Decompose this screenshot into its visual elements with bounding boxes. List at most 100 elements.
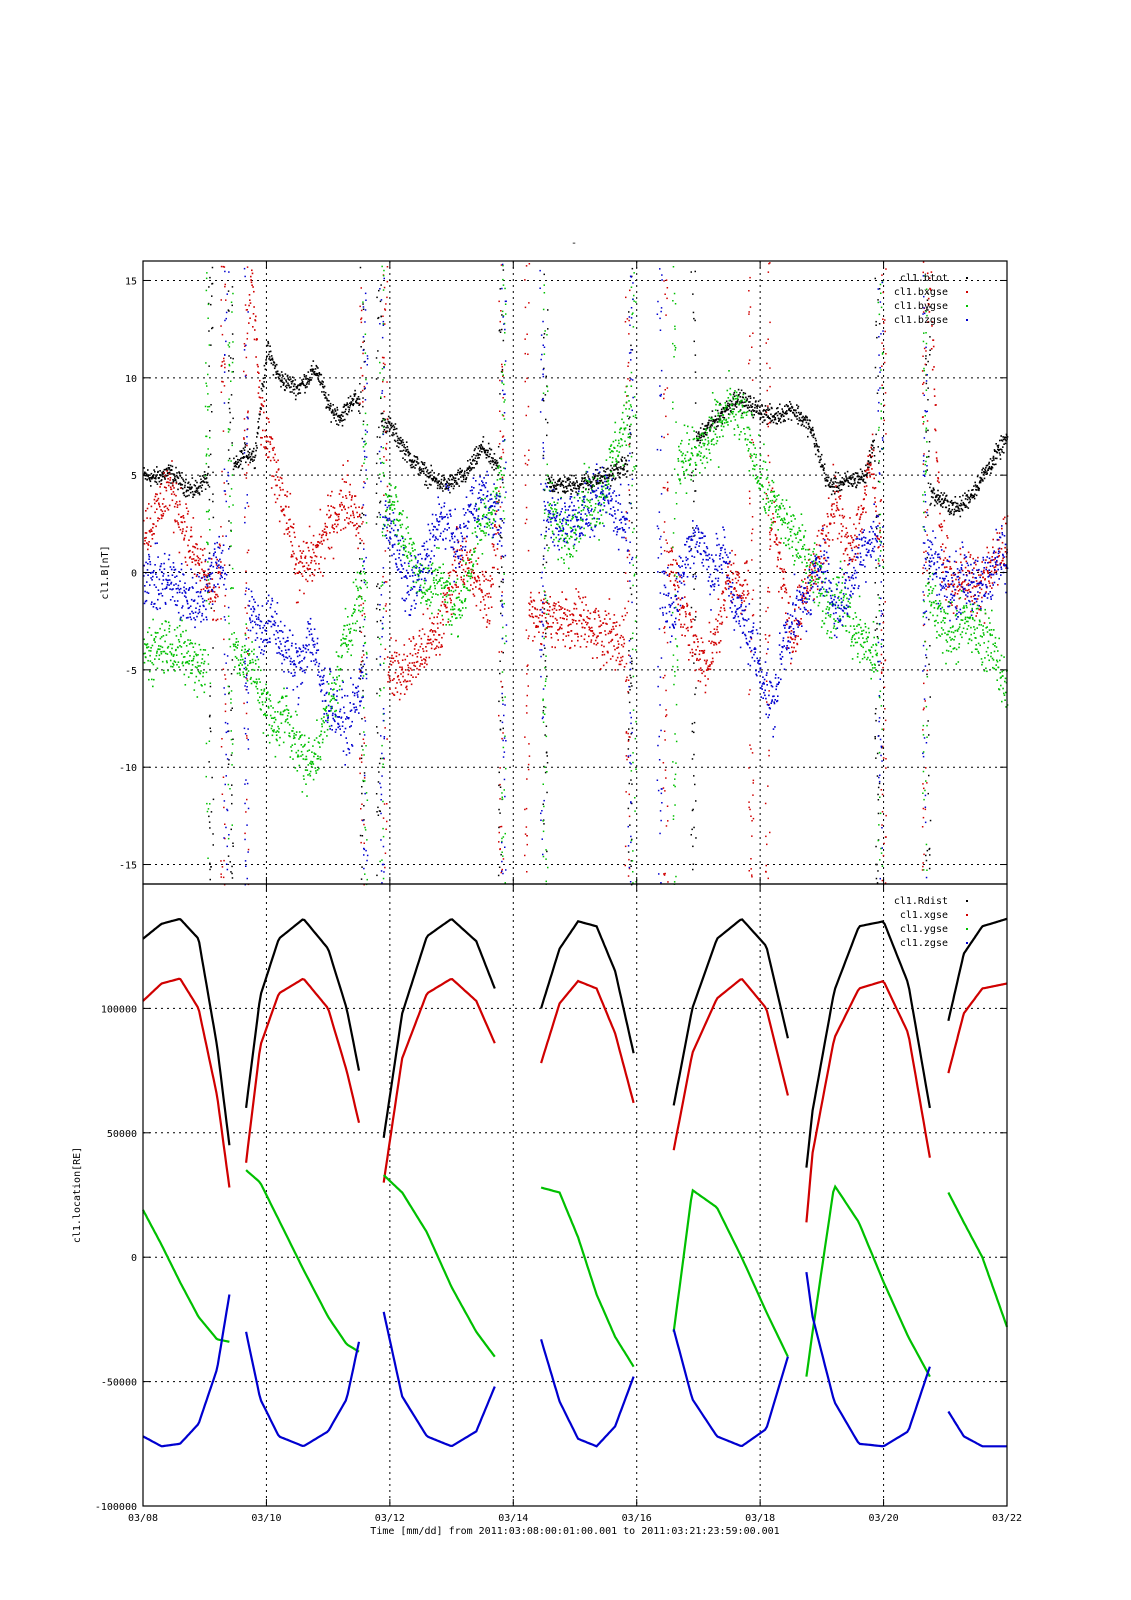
data-point <box>383 803 386 805</box>
data-point <box>735 406 738 408</box>
data-point <box>542 555 545 557</box>
data-point <box>182 515 185 517</box>
data-point <box>466 574 468 577</box>
data-point <box>156 508 158 510</box>
data-point <box>497 446 500 448</box>
data-point <box>717 631 719 633</box>
data-point <box>412 636 415 638</box>
data-point <box>843 483 846 486</box>
data-point <box>801 597 803 599</box>
data-point <box>555 603 557 605</box>
data-point <box>318 567 321 570</box>
data-point <box>994 558 996 560</box>
data-point <box>727 402 729 405</box>
data-point <box>730 410 732 412</box>
data-point <box>456 549 459 551</box>
data-point <box>746 560 748 562</box>
data-point <box>707 678 709 680</box>
data-point <box>841 481 844 483</box>
data-point <box>198 485 200 488</box>
data-point <box>995 463 997 466</box>
data-point <box>441 636 443 639</box>
data-point <box>818 556 820 558</box>
data-point <box>669 550 671 553</box>
data-point <box>325 534 327 537</box>
data-point <box>296 386 299 388</box>
data-point <box>524 833 527 835</box>
data-point <box>498 499 500 501</box>
data-point <box>877 799 880 801</box>
data-point <box>212 493 214 495</box>
data-point <box>738 572 740 575</box>
data-point <box>835 485 837 487</box>
data-point <box>440 604 442 607</box>
data-point <box>485 457 488 459</box>
data-point <box>993 566 995 569</box>
data-point <box>401 659 404 661</box>
data-point <box>956 605 958 607</box>
data-point <box>268 358 270 360</box>
data-point <box>880 653 883 656</box>
data-point <box>301 379 303 381</box>
data-point <box>627 756 630 758</box>
data-point <box>936 459 938 461</box>
data-point <box>391 425 394 428</box>
data-point <box>208 815 210 818</box>
data-point <box>698 653 701 656</box>
data-point <box>211 327 213 330</box>
data-point <box>362 420 365 422</box>
data-point <box>750 815 752 817</box>
data-point <box>833 492 836 495</box>
data-point <box>461 469 463 472</box>
data-point <box>421 462 424 464</box>
data-point <box>439 610 441 612</box>
data-point <box>984 468 986 471</box>
data-point <box>807 610 809 612</box>
data-point <box>222 265 225 268</box>
data-point <box>528 755 531 757</box>
data-point <box>330 505 332 507</box>
data-point <box>989 574 991 577</box>
data-point <box>765 497 768 500</box>
data-point <box>833 503 835 505</box>
data-point <box>502 727 504 730</box>
data-point <box>220 299 222 301</box>
data-point <box>592 611 595 613</box>
data-point <box>628 553 631 556</box>
data-point <box>812 434 815 436</box>
data-point <box>793 619 796 622</box>
data-point <box>428 476 430 479</box>
data-point <box>837 509 840 511</box>
data-point <box>667 820 669 822</box>
data-point <box>877 375 879 377</box>
data-point <box>786 412 788 415</box>
data-point <box>559 626 561 628</box>
data-point <box>261 397 264 399</box>
data-point <box>969 554 972 556</box>
data-point <box>829 485 832 488</box>
data-point <box>202 554 204 557</box>
data-point <box>942 500 945 502</box>
data-point <box>297 393 299 395</box>
data-point <box>613 645 615 647</box>
data-point <box>221 333 224 336</box>
data-point <box>718 651 721 653</box>
data-point <box>983 477 986 480</box>
data-point <box>450 613 453 616</box>
data-point <box>605 614 608 616</box>
data-point <box>561 627 563 630</box>
data-point <box>208 286 210 288</box>
data-point <box>219 571 221 574</box>
data-point <box>1001 449 1003 451</box>
data-point <box>439 487 441 490</box>
data-point <box>165 467 168 470</box>
data-point <box>302 383 305 385</box>
data-point <box>167 472 169 474</box>
data-point <box>197 556 200 559</box>
data-point <box>270 436 272 438</box>
data-point <box>622 636 624 638</box>
data-point <box>489 580 491 582</box>
data-point <box>836 537 839 540</box>
data-point <box>922 392 924 395</box>
data-point <box>956 593 959 595</box>
